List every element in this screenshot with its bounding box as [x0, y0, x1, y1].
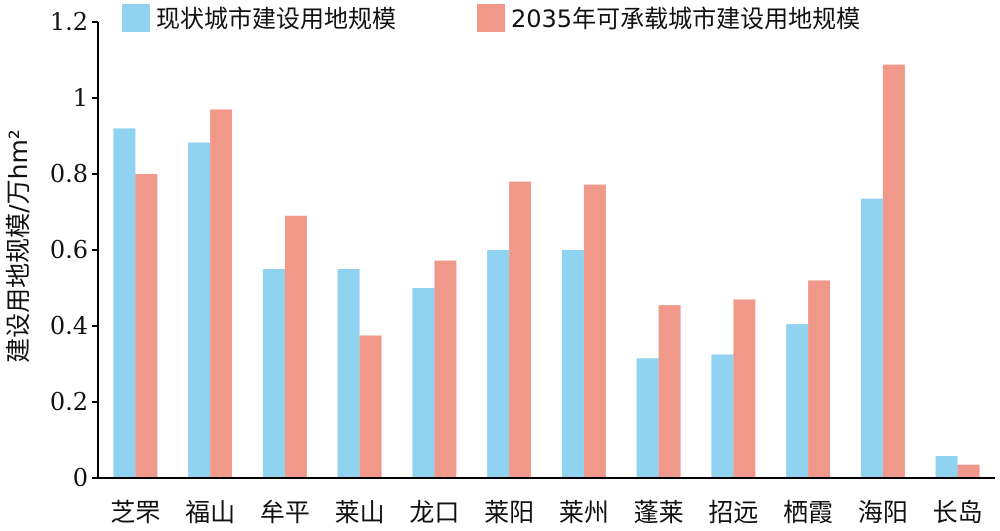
legend-label-capacity-2035: 2035年可承载城市建设用地规模 — [511, 5, 860, 33]
bar-current-5 — [412, 288, 435, 478]
legend-swatch-capacity-2035 — [477, 4, 505, 32]
bar-current-6 — [487, 250, 510, 478]
x-category-label: 福山 — [185, 498, 235, 527]
x-category-label: 牟平 — [260, 498, 310, 527]
x-category-label: 蓬莱 — [634, 498, 684, 527]
bar-capacity-2035-1 — [135, 174, 158, 478]
legend-swatch-current — [122, 4, 150, 32]
bar-capacity-2035-6 — [509, 181, 532, 478]
bar-current-9 — [711, 354, 734, 478]
y-tick-label: 0.4 — [50, 312, 88, 340]
bar-current-10 — [786, 324, 809, 478]
x-category-label: 招远 — [708, 498, 758, 527]
bar-current-1 — [113, 128, 136, 478]
bar-current-4 — [337, 269, 360, 478]
bar-capacity-2035-2 — [210, 109, 233, 479]
x-category-label: 莱山 — [335, 498, 385, 527]
bar-current-7 — [561, 250, 584, 478]
bar-capacity-2035-11 — [882, 64, 905, 478]
bar-current-11 — [860, 198, 883, 478]
y-tick-label: 0.8 — [50, 160, 88, 188]
x-category-label: 海阳 — [858, 498, 908, 527]
x-category-label: 栖霞 — [783, 498, 833, 527]
bar-current-2 — [188, 142, 211, 478]
bar-capacity-2035-7 — [583, 184, 606, 478]
bar-capacity-2035-8 — [658, 305, 681, 478]
y-tick-label: 1.2 — [50, 8, 88, 36]
bars-group — [113, 64, 980, 479]
bar-capacity-2035-4 — [359, 335, 382, 478]
bar-capacity-2035-10 — [808, 280, 831, 478]
legend-label-current: 现状城市建设用地规模 — [156, 5, 396, 33]
y-axis-title-group: 建设用地规模/万hm² — [4, 129, 33, 363]
x-category-label: 龙口 — [409, 498, 459, 527]
x-category-label: 莱阳 — [484, 498, 534, 527]
x-category-label: 长岛 — [933, 498, 983, 527]
y-tick-label: 0.6 — [50, 236, 88, 264]
y-tick-label: 0.2 — [50, 388, 88, 416]
y-tick-label: 1 — [73, 84, 88, 112]
bar-current-12 — [935, 456, 958, 478]
y-tick-label: 0 — [73, 464, 88, 492]
y-axis-title: 建设用地规模/万hm² — [4, 129, 33, 363]
x-category-label: 莱州 — [559, 498, 609, 527]
bar-current-3 — [262, 269, 285, 478]
bar-capacity-2035-5 — [434, 260, 457, 478]
x-category-label: 芝罘 — [110, 498, 160, 527]
bar-capacity-2035-3 — [284, 215, 307, 479]
bar-capacity-2035-12 — [957, 464, 980, 478]
bar-capacity-2035-9 — [733, 299, 756, 478]
x-labels-group: 芝罘 福山 牟平 莱山 龙口 莱阳 莱州 蓬莱 招远 栖霞 海阳 长岛 — [110, 498, 982, 527]
axes-group — [97, 22, 995, 479]
legend: 现状城市建设用地规模 2035年可承载城市建设用地规模 — [122, 4, 860, 33]
y-ticks-group: 0 0.2 0.4 0.6 0.8 1 1.2 — [50, 8, 98, 492]
bar-current-8 — [636, 358, 659, 478]
